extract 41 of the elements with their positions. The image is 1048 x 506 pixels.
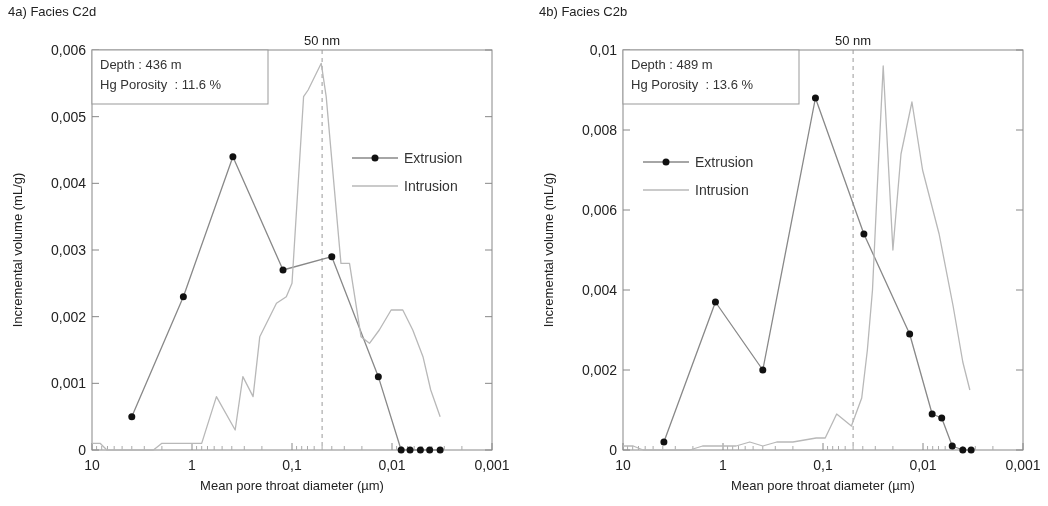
- y-tick-label: 0: [609, 442, 618, 458]
- y-tick-label: 0,002: [581, 362, 618, 378]
- ref-line-label: 50 nm: [835, 33, 872, 48]
- y-tick-label: 0,004: [581, 282, 618, 298]
- x-axis-title: Mean pore throat diameter (µm): [731, 478, 915, 493]
- x-tick-label: 10: [615, 457, 631, 473]
- x-axis-title: Mean pore throat diameter (µm): [200, 478, 384, 493]
- y-tick-label: 0,004: [50, 175, 87, 192]
- x-tick-label: 0,01: [378, 457, 406, 473]
- x-tick-label: 10: [84, 457, 100, 473]
- legend-label: Intrusion: [404, 178, 458, 194]
- y-tick-label: 0,008: [581, 122, 618, 138]
- legend-label: Intrusion: [695, 182, 749, 198]
- x-tick-label: 0,01: [909, 457, 937, 473]
- y-tick-label: 0,003: [50, 242, 87, 258]
- text-box: Depth : 436 m Hg Porosity : 11.6 %: [91, 49, 269, 105]
- annotation: Hg Porosity : 11.6 %: [100, 77, 222, 92]
- chart-title: 4a) Facies C2d: [8, 4, 97, 19]
- x-tick-label: 1: [188, 457, 197, 473]
- chart-title: 4b) Facies C2b: [539, 4, 628, 19]
- x-tick-label: 0,001: [474, 457, 510, 473]
- y-tick-label: 0,002: [50, 308, 87, 325]
- y-tick-label: 0,006: [50, 42, 87, 58]
- annotation: Hg Porosity : 13.6 %: [631, 77, 754, 92]
- x-tick-label: 0,1: [813, 457, 833, 473]
- legend-label: Extrusion: [404, 150, 463, 166]
- y-tick-label: 0,005: [50, 108, 87, 125]
- y-tick-label: 0,006: [581, 202, 618, 218]
- ref-line-label: 50 nm: [304, 33, 341, 48]
- y-tick-label: 0,001: [50, 375, 87, 392]
- x-tick-label: 0,1: [282, 457, 302, 473]
- x-tick-label: 0,001: [1005, 457, 1041, 473]
- y-axis-title: Incremental volume (mL/g): [10, 172, 25, 328]
- annotation: Depth : 436 m: [100, 57, 182, 72]
- legend-label: Extrusion: [695, 154, 754, 170]
- y-tick-label: 0,01: [589, 42, 618, 58]
- y-axis-title: Incremental volume (mL/g): [541, 172, 556, 328]
- y-tick-label: 0: [78, 442, 87, 458]
- x-tick-label: 1: [719, 457, 728, 473]
- annotation: Depth : 489 m: [631, 57, 713, 72]
- text-box: Depth : 489 m Hg Porosity : 13.6 %: [622, 49, 800, 105]
